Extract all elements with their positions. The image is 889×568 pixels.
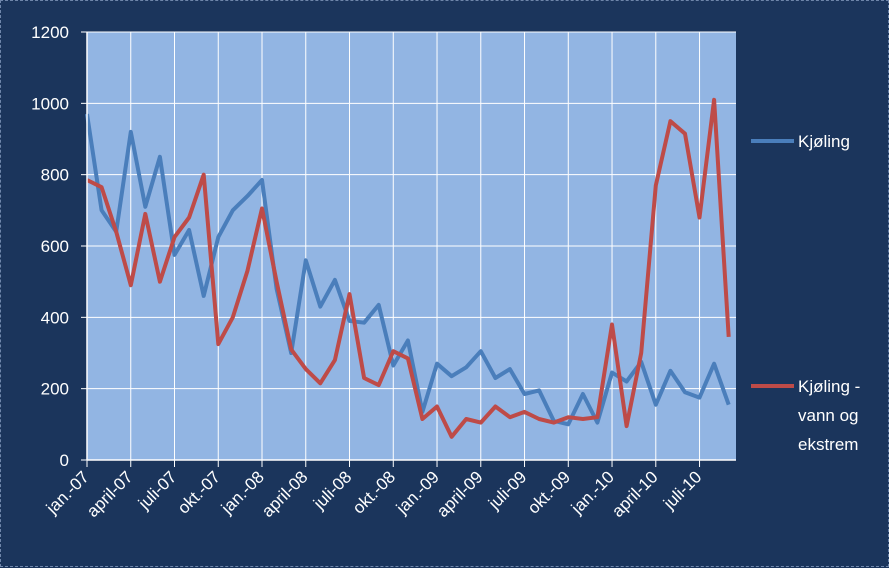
legend-label-kjoling-vann-line3: ekstrem	[798, 435, 858, 454]
y-tick-label: 800	[41, 166, 69, 185]
legend: Kjøling Kjøling - vann og ekstrem	[751, 132, 860, 454]
y-tick-label: 1000	[31, 94, 69, 113]
series-lines	[85, 97, 731, 439]
x-tick-label: april-10	[608, 467, 662, 521]
legend-label-kjoling: Kjøling	[798, 132, 850, 151]
series-line-2	[86, 97, 731, 439]
x-tick-label: april-09	[433, 467, 487, 521]
x-tick-label: juli-09	[484, 467, 530, 513]
y-tick-label: 200	[41, 380, 69, 399]
x-tick-label: juli-07	[134, 467, 180, 513]
y-tick-label: 1200	[31, 23, 69, 42]
x-tick-label: okt.-07	[174, 467, 224, 517]
y-tick-label: 600	[41, 237, 69, 256]
x-tick-labels: jan.-07april-07juli-07okt.-07jan.-08apri…	[42, 467, 705, 521]
axes	[81, 31, 736, 467]
y-tick-label: 0	[60, 451, 69, 470]
y-tick-label: 400	[41, 308, 69, 327]
gridlines	[87, 31, 736, 460]
x-tick-label: april-08	[258, 467, 312, 521]
x-tick-label: april-07	[83, 467, 137, 521]
y-tick-labels: 0 200 400 600 800 1000 1200	[31, 23, 69, 470]
legend-label-kjoling-vann-line2: vann og	[798, 406, 859, 425]
x-tick-label: juli-10	[659, 467, 705, 513]
x-tick-label: okt.-08	[349, 467, 399, 517]
x-tick-label: juli-08	[309, 467, 355, 513]
legend-label-kjoling-vann-line1: Kjøling -	[798, 377, 860, 396]
x-tick-label: okt.-09	[524, 467, 574, 517]
